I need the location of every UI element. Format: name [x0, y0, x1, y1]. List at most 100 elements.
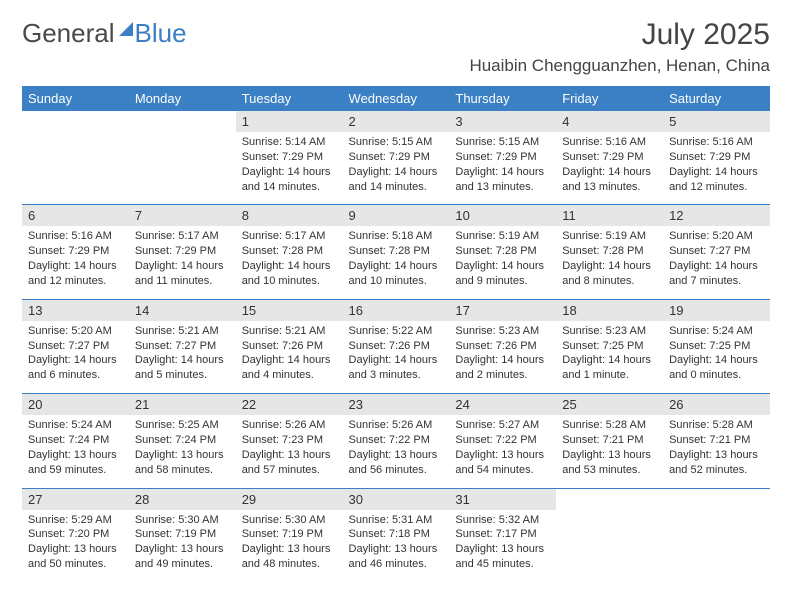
logo: General Blue [22, 18, 187, 49]
sunrise-text: Sunrise: 5:20 AM [28, 324, 123, 339]
day-number-cell: 24 [449, 394, 556, 416]
sunrise-text: Sunrise: 5:23 AM [562, 324, 657, 339]
daylight-text: Daylight: 13 hours and 56 minutes. [349, 448, 444, 478]
sunset-text: Sunset: 7:28 PM [242, 244, 337, 259]
sunrise-text: Sunrise: 5:15 AM [349, 135, 444, 150]
day-number: 10 [455, 208, 469, 223]
day-number-cell: 2 [343, 111, 450, 132]
sunrise-text: Sunrise: 5:28 AM [562, 418, 657, 433]
day-number-cell: 22 [236, 394, 343, 416]
day-number-cell: 23 [343, 394, 450, 416]
daylight-text: Daylight: 14 hours and 0 minutes. [669, 353, 764, 383]
day-detail-cell: Sunrise: 5:16 AMSunset: 7:29 PMDaylight:… [556, 132, 663, 205]
month-title: July 2025 [469, 18, 770, 52]
day-number: 18 [562, 303, 576, 318]
sunset-text: Sunset: 7:24 PM [28, 433, 123, 448]
sunrise-text: Sunrise: 5:15 AM [455, 135, 550, 150]
sunset-text: Sunset: 7:18 PM [349, 527, 444, 542]
day-detail-cell: Sunrise: 5:28 AMSunset: 7:21 PMDaylight:… [663, 415, 770, 488]
calendar-table: Sunday Monday Tuesday Wednesday Thursday… [22, 86, 770, 582]
day-number-cell: 4 [556, 111, 663, 132]
day-number: 23 [349, 397, 363, 412]
sunset-text: Sunset: 7:27 PM [669, 244, 764, 259]
sunrise-text: Sunrise: 5:20 AM [669, 229, 764, 244]
day-number: 28 [135, 492, 149, 507]
sunset-text: Sunset: 7:17 PM [455, 527, 550, 542]
daylight-text: Daylight: 14 hours and 1 minute. [562, 353, 657, 383]
daylight-text: Daylight: 14 hours and 10 minutes. [349, 259, 444, 289]
detail-row: Sunrise: 5:29 AMSunset: 7:20 PMDaylight:… [22, 510, 770, 582]
sunset-text: Sunset: 7:22 PM [455, 433, 550, 448]
day-number: 8 [242, 208, 249, 223]
day-number: 5 [669, 114, 676, 129]
daylight-text: Daylight: 14 hours and 6 minutes. [28, 353, 123, 383]
day-number-cell: 31 [449, 488, 556, 510]
sunrise-text: Sunrise: 5:24 AM [669, 324, 764, 339]
day-number-cell: 5 [663, 111, 770, 132]
daylight-text: Daylight: 14 hours and 12 minutes. [28, 259, 123, 289]
sunrise-text: Sunrise: 5:17 AM [135, 229, 230, 244]
day-number: 3 [455, 114, 462, 129]
daylight-text: Daylight: 13 hours and 48 minutes. [242, 542, 337, 572]
day-number: 1 [242, 114, 249, 129]
sunset-text: Sunset: 7:25 PM [562, 339, 657, 354]
day-detail-cell: Sunrise: 5:28 AMSunset: 7:21 PMDaylight:… [556, 415, 663, 488]
dayhead-sun: Sunday [22, 86, 129, 111]
sunrise-text: Sunrise: 5:19 AM [455, 229, 550, 244]
day-number-cell: 30 [343, 488, 450, 510]
day-number: 16 [349, 303, 363, 318]
day-number: 24 [455, 397, 469, 412]
daylight-text: Daylight: 14 hours and 14 minutes. [349, 165, 444, 195]
daylight-text: Daylight: 13 hours and 45 minutes. [455, 542, 550, 572]
day-header-row: Sunday Monday Tuesday Wednesday Thursday… [22, 86, 770, 111]
sunset-text: Sunset: 7:19 PM [135, 527, 230, 542]
sunrise-text: Sunrise: 5:23 AM [455, 324, 550, 339]
day-number-cell: 15 [236, 299, 343, 321]
day-detail-cell [556, 510, 663, 582]
day-detail-cell: Sunrise: 5:30 AMSunset: 7:19 PMDaylight:… [129, 510, 236, 582]
sunrise-text: Sunrise: 5:27 AM [455, 418, 550, 433]
sunset-text: Sunset: 7:19 PM [242, 527, 337, 542]
calendar-body: 1 23 45 Sunrise: 5:14 AMSunset: 7:29 PMDayl… [22, 111, 770, 582]
sunrise-text: Sunrise: 5:24 AM [28, 418, 123, 433]
sunrise-text: Sunrise: 5:19 AM [562, 229, 657, 244]
day-detail-cell [129, 132, 236, 205]
sunset-text: Sunset: 7:28 PM [349, 244, 444, 259]
day-detail-cell: Sunrise: 5:26 AMSunset: 7:22 PMDaylight:… [343, 415, 450, 488]
day-number: 21 [135, 397, 149, 412]
location-text: Huaibin Chengguanzhen, Henan, China [469, 56, 770, 76]
dayhead-tue: Tuesday [236, 86, 343, 111]
day-number-cell: 18 [556, 299, 663, 321]
daylight-text: Daylight: 14 hours and 11 minutes. [135, 259, 230, 289]
daylight-text: Daylight: 14 hours and 10 minutes. [242, 259, 337, 289]
day-number-cell [129, 111, 236, 132]
day-detail-cell: Sunrise: 5:23 AMSunset: 7:25 PMDaylight:… [556, 321, 663, 394]
day-number-cell: 19 [663, 299, 770, 321]
daylight-text: Daylight: 13 hours and 50 minutes. [28, 542, 123, 572]
day-number: 20 [28, 397, 42, 412]
day-number-cell: 10 [449, 205, 556, 227]
day-detail-cell: Sunrise: 5:29 AMSunset: 7:20 PMDaylight:… [22, 510, 129, 582]
dayhead-fri: Friday [556, 86, 663, 111]
day-number: 15 [242, 303, 256, 318]
day-number: 13 [28, 303, 42, 318]
daylight-text: Daylight: 14 hours and 2 minutes. [455, 353, 550, 383]
day-number: 19 [669, 303, 683, 318]
day-detail-cell: Sunrise: 5:14 AMSunset: 7:29 PMDaylight:… [236, 132, 343, 205]
daylight-text: Daylight: 14 hours and 12 minutes. [669, 165, 764, 195]
day-number-cell: 13 [22, 299, 129, 321]
sunset-text: Sunset: 7:20 PM [28, 527, 123, 542]
day-detail-cell: Sunrise: 5:24 AMSunset: 7:25 PMDaylight:… [663, 321, 770, 394]
day-number-cell: 21 [129, 394, 236, 416]
day-detail-cell: Sunrise: 5:22 AMSunset: 7:26 PMDaylight:… [343, 321, 450, 394]
daylight-text: Daylight: 14 hours and 3 minutes. [349, 353, 444, 383]
sunset-text: Sunset: 7:23 PM [242, 433, 337, 448]
day-number-cell: 20 [22, 394, 129, 416]
day-number-cell: 25 [556, 394, 663, 416]
day-detail-cell: Sunrise: 5:17 AMSunset: 7:29 PMDaylight:… [129, 226, 236, 299]
sunrise-text: Sunrise: 5:29 AM [28, 513, 123, 528]
sunset-text: Sunset: 7:28 PM [562, 244, 657, 259]
day-number: 26 [669, 397, 683, 412]
day-number-cell [22, 111, 129, 132]
sunset-text: Sunset: 7:28 PM [455, 244, 550, 259]
